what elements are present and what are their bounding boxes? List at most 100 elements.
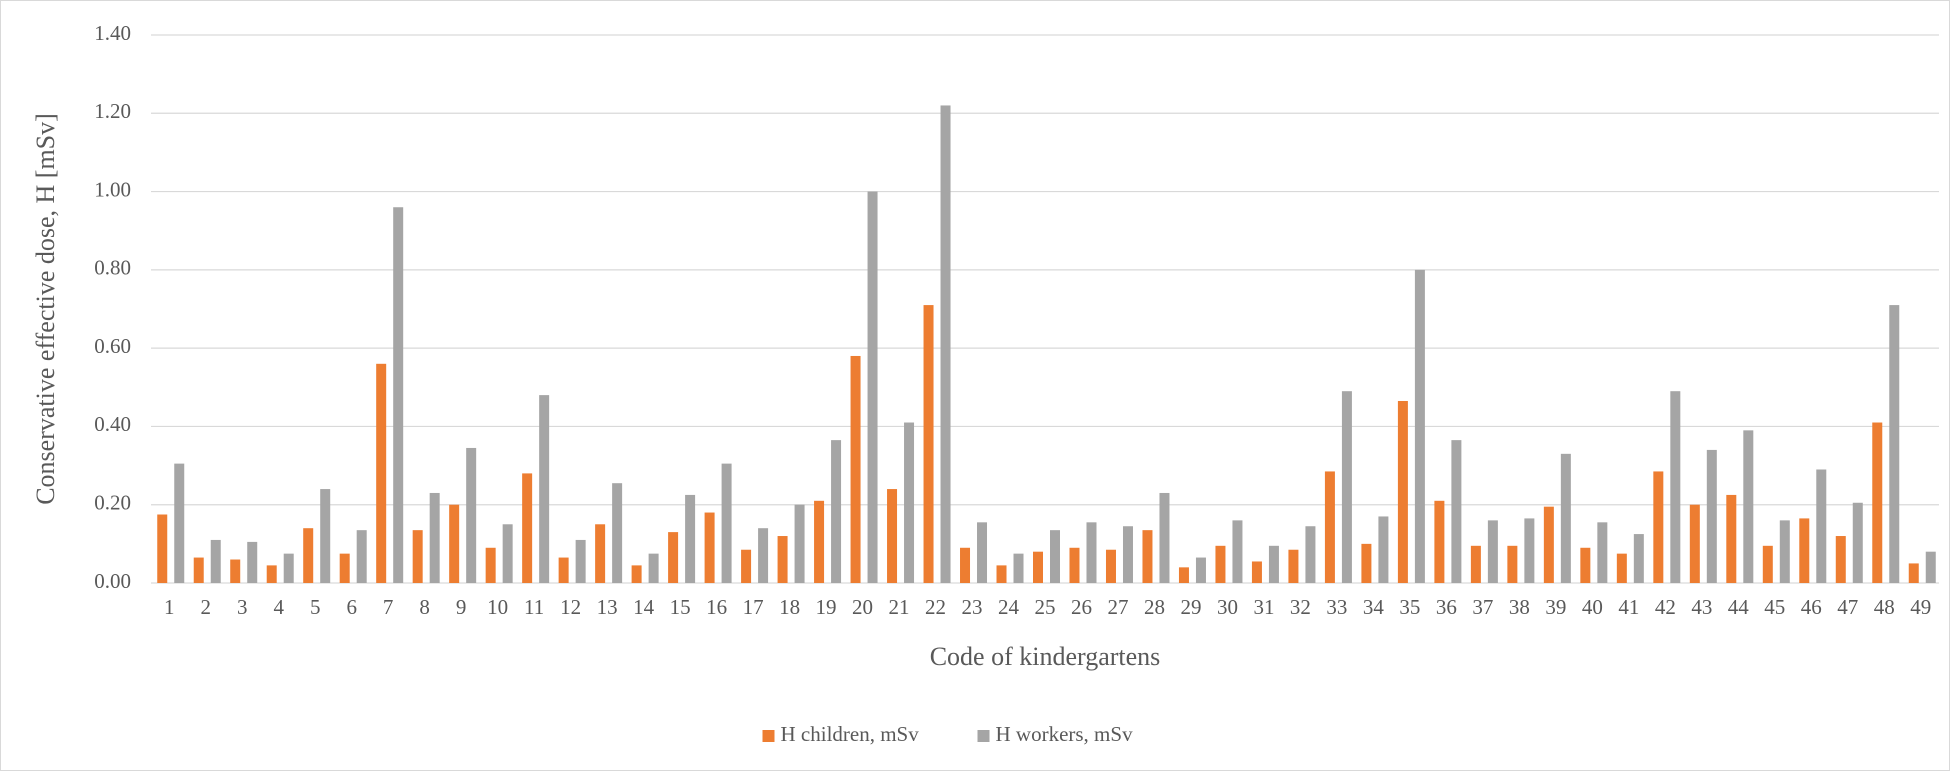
bar (1178, 567, 1189, 583)
bar (320, 489, 331, 583)
bar (1580, 547, 1591, 583)
x-tick-label: 1 (164, 595, 175, 619)
x-tick-label: 42 (1655, 595, 1676, 619)
x-tick-label: 21 (889, 595, 910, 619)
bar (1069, 547, 1080, 583)
x-tick-label: 40 (1582, 595, 1603, 619)
bar (1232, 520, 1243, 583)
bar (940, 105, 951, 583)
x-tick-label: 34 (1363, 595, 1385, 619)
x-tick-label: 38 (1509, 595, 1530, 619)
bar (631, 565, 642, 583)
x-tick-label: 10 (487, 595, 508, 619)
x-tick-label: 33 (1326, 595, 1347, 619)
bar (1268, 545, 1279, 583)
x-tick-label: 11 (524, 595, 544, 619)
x-tick-label: 41 (1618, 595, 1639, 619)
bar (996, 565, 1007, 583)
x-tick-label: 22 (925, 595, 946, 619)
bar (1524, 518, 1535, 583)
x-tick-label: 36 (1436, 595, 1457, 619)
bar (612, 483, 623, 583)
bar (1378, 516, 1389, 583)
bar (412, 530, 423, 583)
y-tick-label: 0.20 (94, 491, 131, 515)
x-tick-label: 32 (1290, 595, 1311, 619)
x-tick-label: 30 (1217, 595, 1238, 619)
bar (522, 473, 533, 583)
bar (595, 524, 606, 583)
bar (1852, 502, 1863, 583)
legend-swatch (977, 730, 990, 742)
bar (1799, 518, 1810, 583)
x-tick-label: 28 (1144, 595, 1165, 619)
x-tick-label: 39 (1545, 595, 1566, 619)
x-tick-label: 5 (310, 595, 321, 619)
bar (303, 528, 314, 583)
bar (850, 355, 861, 583)
y-tick-label: 0.60 (94, 334, 131, 358)
bar (1105, 549, 1116, 583)
bar (193, 557, 204, 583)
bar (1633, 534, 1644, 583)
x-tick-label: 9 (456, 595, 467, 619)
bar (1487, 520, 1498, 583)
bar (1470, 545, 1481, 583)
bar (1195, 557, 1206, 583)
x-tick-label: 17 (743, 595, 764, 619)
x-tick-label: 46 (1801, 595, 1822, 619)
bar (685, 494, 696, 583)
bar (1341, 391, 1352, 583)
bar (1762, 545, 1773, 583)
x-tick-label: 37 (1472, 595, 1493, 619)
x-tick-label: 18 (779, 595, 800, 619)
x-tick-label: 45 (1764, 595, 1785, 619)
x-tick-label: 44 (1728, 595, 1750, 619)
x-tick-label: 19 (816, 595, 837, 619)
x-tick-label: 31 (1253, 595, 1274, 619)
y-tick-label: 0.00 (94, 569, 131, 593)
bar (1743, 430, 1754, 583)
bar (1816, 469, 1827, 583)
bar (157, 514, 168, 583)
legend-label: H children, mSv (781, 722, 920, 746)
bar (174, 463, 185, 583)
bar (1597, 522, 1608, 583)
bar (1689, 504, 1700, 583)
bar (960, 547, 971, 583)
bar (1925, 551, 1936, 583)
bar (485, 547, 496, 583)
bar (575, 539, 586, 583)
bar (539, 395, 550, 583)
x-tick-label: 26 (1071, 595, 1092, 619)
bar (1779, 520, 1790, 583)
bar (777, 536, 788, 583)
bar (449, 504, 460, 583)
x-tick-label: 43 (1691, 595, 1712, 619)
bar (1215, 545, 1226, 583)
bar (648, 553, 659, 583)
x-tick-label: 47 (1837, 595, 1858, 619)
bar (758, 528, 769, 583)
bar (266, 565, 277, 583)
x-tick-label: 14 (633, 595, 655, 619)
bar (1507, 545, 1518, 583)
x-tick-label: 4 (273, 595, 284, 619)
bar (904, 422, 915, 583)
bar (1305, 526, 1316, 583)
bar (1033, 551, 1043, 583)
bar (558, 557, 569, 583)
bar (831, 440, 842, 583)
bar (1560, 453, 1571, 583)
bar (1434, 500, 1445, 583)
bar (356, 530, 367, 583)
x-tick-label: 7 (383, 595, 394, 619)
bar (1889, 305, 1900, 583)
x-tick-label: 23 (962, 595, 983, 619)
x-tick-label: 6 (346, 595, 357, 619)
x-tick-label: 35 (1399, 595, 1420, 619)
x-tick-label: 16 (706, 595, 727, 619)
